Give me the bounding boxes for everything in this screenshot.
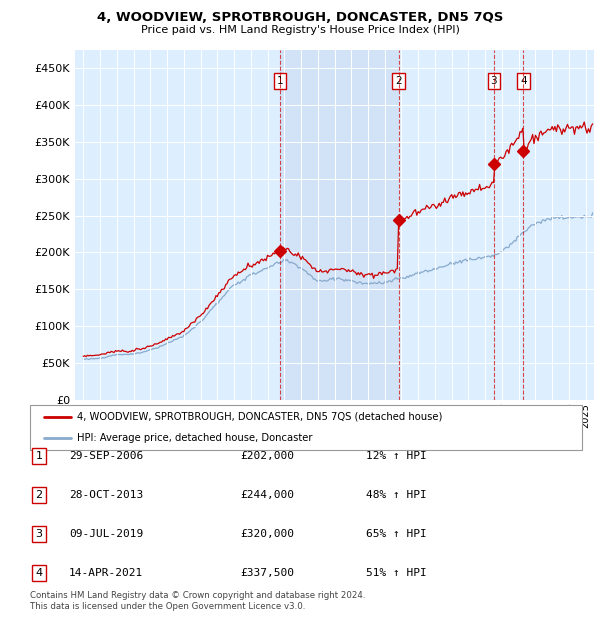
Text: 28-OCT-2013: 28-OCT-2013 [69,490,143,500]
Text: 3: 3 [35,529,43,539]
Text: 14-APR-2021: 14-APR-2021 [69,568,143,578]
Text: 1: 1 [277,76,283,86]
Text: 48% ↑ HPI: 48% ↑ HPI [366,490,427,500]
Text: £244,000: £244,000 [240,490,294,500]
Text: 12% ↑ HPI: 12% ↑ HPI [366,451,427,461]
Text: 51% ↑ HPI: 51% ↑ HPI [366,568,427,578]
Text: 2: 2 [395,76,402,86]
Text: £202,000: £202,000 [240,451,294,461]
Text: 2: 2 [35,490,43,500]
Text: 09-JUL-2019: 09-JUL-2019 [69,529,143,539]
FancyBboxPatch shape [30,405,582,450]
Bar [280,50,398,400]
Text: 29-SEP-2006: 29-SEP-2006 [69,451,143,461]
Text: 4, WOODVIEW, SPROTBROUGH, DONCASTER, DN5 7QS: 4, WOODVIEW, SPROTBROUGH, DONCASTER, DN5… [97,11,503,24]
Text: 4: 4 [35,568,43,578]
Text: 4: 4 [520,76,527,86]
Text: HPI: Average price, detached house, Doncaster: HPI: Average price, detached house, Donc… [77,433,313,443]
Text: £337,500: £337,500 [240,568,294,578]
Text: 3: 3 [491,76,497,86]
Text: 1: 1 [35,451,43,461]
Text: 65% ↑ HPI: 65% ↑ HPI [366,529,427,539]
Text: £320,000: £320,000 [240,529,294,539]
Text: Price paid vs. HM Land Registry's House Price Index (HPI): Price paid vs. HM Land Registry's House … [140,25,460,35]
Text: Contains HM Land Registry data © Crown copyright and database right 2024.
This d: Contains HM Land Registry data © Crown c… [30,591,365,611]
Text: 4, WOODVIEW, SPROTBROUGH, DONCASTER, DN5 7QS (detached house): 4, WOODVIEW, SPROTBROUGH, DONCASTER, DN5… [77,412,442,422]
